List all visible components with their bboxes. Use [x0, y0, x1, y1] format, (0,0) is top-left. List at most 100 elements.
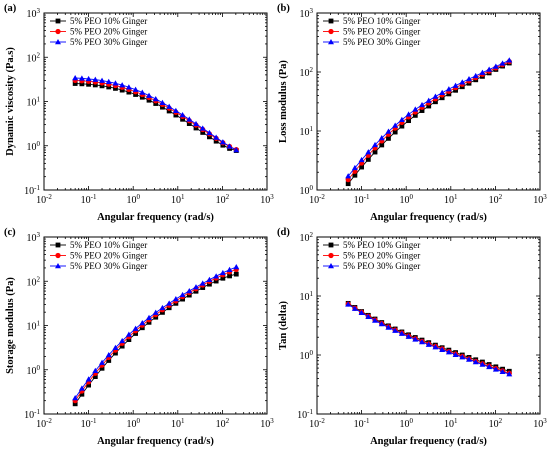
x-tick-label: 103	[260, 417, 274, 430]
data-point	[213, 134, 220, 140]
y-tick-base: 10	[24, 410, 34, 421]
data-point	[446, 91, 452, 97]
data-point	[439, 89, 446, 95]
data-point	[365, 313, 372, 319]
x-tick-base: 10	[260, 195, 270, 206]
x-tick-label: 10-1	[354, 417, 370, 430]
x-tick-base: 10	[36, 195, 46, 206]
series-line	[347, 61, 510, 180]
x-tick-exponent: 3	[270, 193, 274, 201]
data-point	[199, 125, 206, 131]
y-tick-exponent: -1	[34, 408, 40, 416]
data-point	[405, 333, 412, 339]
panel-3: 10-2 10-1 100 101 102 10310-1100101102103Angu…	[4, 227, 274, 447]
data-point	[186, 116, 193, 122]
data-point	[113, 350, 118, 356]
legend-marker	[328, 18, 334, 24]
x-tick-exponent: 1	[454, 417, 458, 425]
x-tick-base: 10	[81, 419, 91, 430]
y-tick-exponent: 1	[310, 125, 314, 133]
data-point	[233, 263, 240, 270]
y-tick-exponent: 0	[310, 349, 314, 357]
data-point	[419, 339, 426, 345]
x-tick-exponent: -1	[364, 417, 370, 425]
x-tick-label: 101	[444, 417, 458, 430]
series-line	[74, 273, 237, 405]
series-3	[345, 301, 513, 377]
x-tick-label: 100	[126, 193, 140, 206]
data-point	[233, 147, 240, 153]
legend-entry: 5% PEO 20% Ginger	[343, 251, 420, 261]
x-axis-title: Angular frequency (rad/s)	[370, 212, 487, 223]
data-point	[200, 130, 206, 135]
y-tick-label: 100	[27, 364, 41, 377]
y-tick-base: 10	[27, 98, 37, 109]
y-tick-base: 10	[27, 233, 37, 244]
data-point	[125, 331, 132, 337]
data-point	[472, 72, 479, 79]
series-line	[74, 266, 237, 399]
y-tick-base: 10	[300, 233, 310, 244]
data-point	[492, 63, 499, 69]
x-tick-base: 10	[81, 195, 91, 206]
y-tick-exponent: 3	[37, 231, 41, 239]
data-point	[386, 135, 391, 141]
data-point	[213, 278, 219, 284]
data-point	[92, 82, 98, 88]
data-point	[378, 321, 385, 327]
data-point	[233, 271, 239, 277]
data-point	[405, 111, 412, 117]
data-point	[186, 287, 193, 294]
y-axis-title: Storage modulus (Pa)	[5, 277, 16, 374]
y-tick-base: 10	[27, 277, 37, 288]
data-point	[399, 123, 405, 129]
data-point	[179, 291, 186, 298]
data-point	[139, 94, 145, 100]
data-point	[172, 296, 179, 302]
data-point	[433, 99, 438, 105]
x-tick-label: 10-2	[36, 193, 52, 206]
data-point	[133, 92, 138, 97]
data-point	[459, 79, 466, 85]
data-point	[452, 82, 459, 88]
data-point	[106, 358, 112, 363]
x-tick-label: 10-1	[81, 193, 97, 206]
y-axis-title: Dynamic viscosity (Pa.s)	[5, 47, 16, 156]
x-tick-exponent: -1	[91, 417, 97, 425]
series-2	[345, 59, 512, 183]
x-tick-base: 10	[399, 195, 409, 206]
panel-label: (d)	[277, 227, 290, 238]
data-point	[345, 301, 352, 307]
data-point	[419, 101, 426, 108]
legend-marker	[55, 242, 61, 248]
data-point	[492, 366, 499, 372]
data-point	[365, 149, 372, 155]
data-point	[166, 108, 172, 114]
data-point	[126, 337, 132, 343]
plot-frame	[316, 12, 541, 191]
x-axis-title: Angular frequency (rad/s)	[97, 436, 214, 447]
legend-entry: 5% PEO 10% Ginger	[343, 16, 420, 26]
data-point	[166, 103, 173, 109]
data-point	[78, 385, 85, 391]
data-point	[86, 382, 91, 388]
x-tick-exponent: 0	[409, 193, 413, 201]
x-tick-base: 10	[260, 419, 270, 430]
panel-4: 10-2 10-1 100 101 102 10310-1100101102Angular…	[277, 227, 547, 447]
data-point	[372, 317, 379, 323]
data-point	[459, 354, 466, 360]
data-point	[372, 149, 378, 155]
y-tick-base: 10	[27, 366, 37, 377]
x-tick-exponent: 2	[226, 193, 230, 201]
legend-marker	[55, 39, 61, 45]
data-point	[105, 351, 112, 358]
series-line	[347, 62, 510, 184]
data-point	[499, 368, 506, 375]
y-tick-label: 102	[300, 231, 314, 244]
data-point	[133, 331, 138, 336]
data-point	[479, 361, 486, 367]
data-point	[486, 66, 493, 72]
x-tick-exponent: 0	[136, 193, 140, 201]
data-point	[466, 356, 473, 362]
